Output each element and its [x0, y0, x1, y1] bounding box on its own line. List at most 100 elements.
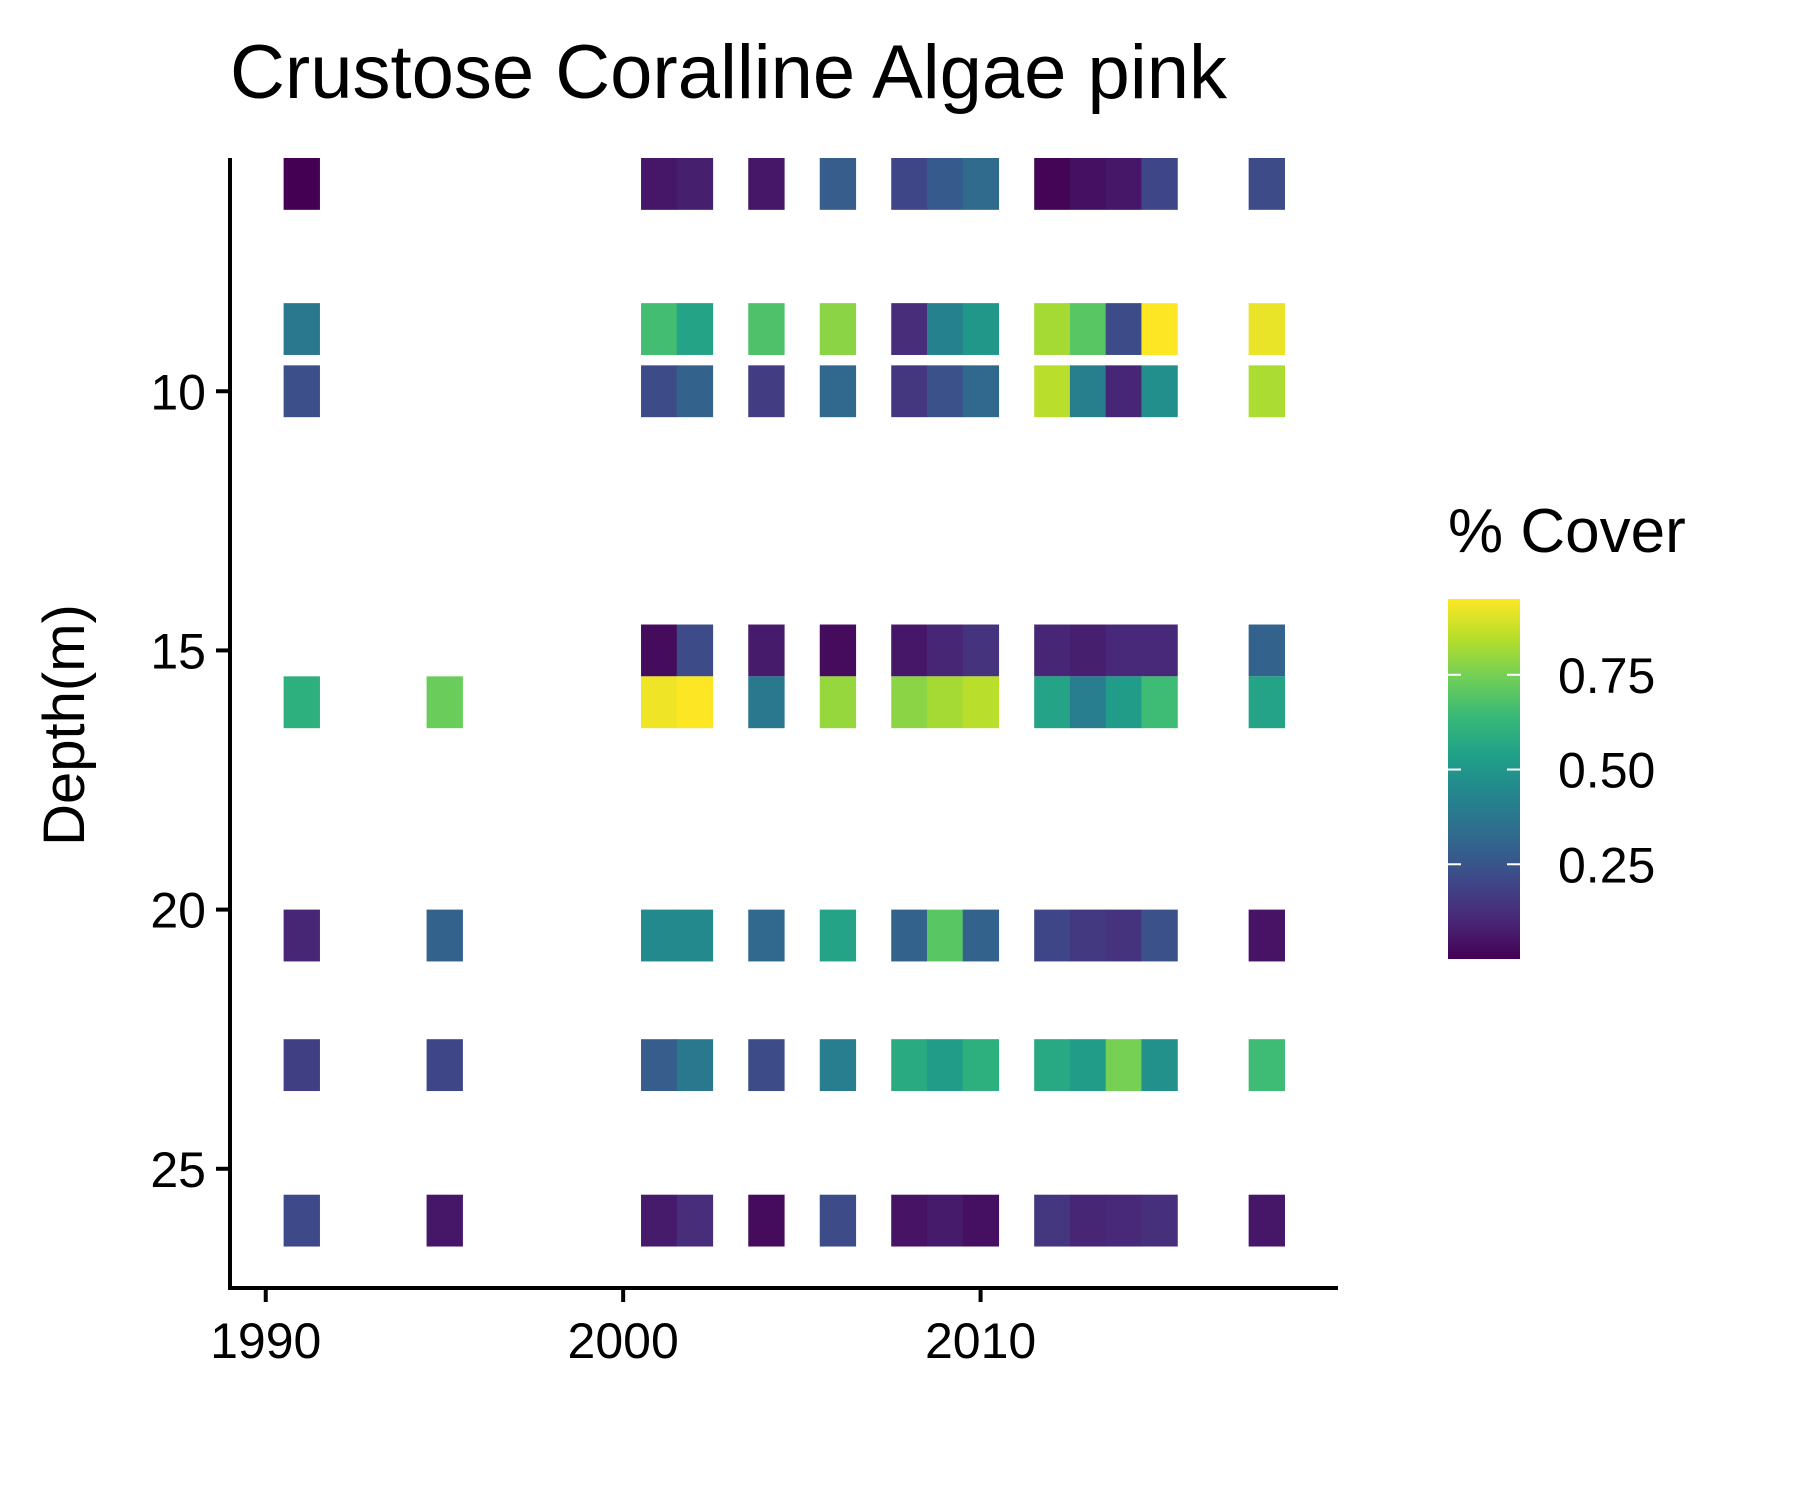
- heatmap-cell: [1034, 624, 1071, 677]
- heatmap-cell: [1069, 303, 1107, 355]
- color-legend: % Cover 0.25 0.50 0.75: [1448, 497, 1686, 959]
- heatmap-cell: [1034, 365, 1071, 418]
- heatmap-cell: [1141, 909, 1178, 962]
- legend-label: 0.50: [1558, 743, 1655, 799]
- heatmap-cell: [1248, 303, 1285, 355]
- heatmap-cell: [748, 158, 785, 210]
- heatmap-cell: [283, 909, 320, 962]
- heatmap-cell: [1141, 303, 1178, 355]
- legend-label: 0.75: [1558, 648, 1655, 704]
- heatmap-cell: [1248, 1194, 1285, 1247]
- heatmap-cell: [426, 1194, 463, 1247]
- x-tick-label: 2010: [925, 1313, 1036, 1369]
- heatmap-cell: [819, 624, 857, 677]
- heatmap-cell: [1034, 909, 1071, 962]
- heatmap-cell: [926, 1194, 964, 1247]
- heatmap-cell: [748, 624, 785, 677]
- heatmap-cell: [819, 676, 857, 729]
- heatmap-cells: [283, 158, 1285, 1247]
- heatmap-cell: [962, 624, 1000, 677]
- heatmap-cell: [1034, 303, 1071, 355]
- heatmap-cell: [676, 365, 714, 418]
- heatmap-cell: [283, 1194, 320, 1247]
- heatmap-cell: [641, 1194, 678, 1247]
- heatmap-cell: [1034, 1194, 1071, 1247]
- heatmap-cell: [1248, 909, 1285, 962]
- heatmap-cell: [1141, 1194, 1178, 1247]
- heatmap-cell: [1248, 676, 1285, 729]
- heatmap-cell: [1069, 158, 1107, 210]
- heatmap-cell: [1069, 365, 1107, 418]
- heatmap-cell: [1105, 676, 1143, 729]
- heatmap-cell: [1069, 1194, 1107, 1247]
- heatmap-cell: [891, 365, 928, 418]
- heatmap-cell: [1105, 365, 1143, 418]
- heatmap-cell: [283, 365, 320, 418]
- heatmap-cell: [926, 1039, 964, 1092]
- heatmap-cell: [1105, 303, 1143, 355]
- heatmap-cell: [962, 365, 1000, 418]
- heatmap-cell: [676, 909, 714, 962]
- heatmap-cell: [641, 676, 678, 729]
- heatmap-cell: [426, 676, 463, 729]
- heatmap-cell: [926, 158, 964, 210]
- heatmap-cell: [1069, 909, 1107, 962]
- heatmap-cell: [926, 909, 964, 962]
- heatmap-cell: [1069, 624, 1107, 677]
- heatmap-cell: [1034, 676, 1071, 729]
- heatmap-cell: [641, 909, 678, 962]
- x-tick-label: 1990: [210, 1313, 321, 1369]
- heatmap-cell: [1141, 1039, 1178, 1092]
- x-tick-label: 2000: [568, 1313, 679, 1369]
- heatmap-cell: [891, 158, 928, 210]
- heatmap-cell: [1248, 624, 1285, 677]
- heatmap-cell: [748, 303, 785, 355]
- y-axis-title: Depth(m): [32, 604, 97, 846]
- heatmap-cell: [748, 365, 785, 418]
- heatmap-cell: [748, 676, 785, 729]
- heatmap-cell: [641, 1039, 678, 1092]
- heatmap-cell: [748, 909, 785, 962]
- y-tick-label: 15: [150, 623, 206, 679]
- heatmap-cell: [962, 676, 1000, 729]
- heatmap-cell: [891, 303, 928, 355]
- heatmap-cell: [283, 1039, 320, 1092]
- y-tick-label: 20: [150, 883, 206, 939]
- heatmap-cell: [748, 1194, 785, 1247]
- heatmap-cell: [962, 1039, 1000, 1092]
- heatmap-cell: [1069, 1039, 1107, 1092]
- heatmap-cell: [426, 909, 463, 962]
- heatmap-cell: [891, 676, 928, 729]
- heatmap-cell: [1105, 158, 1143, 210]
- heatmap-cell: [676, 676, 714, 729]
- heatmap-cell: [1141, 676, 1178, 729]
- y-tick-label: 25: [150, 1142, 206, 1198]
- heatmap-cell: [676, 624, 714, 677]
- heatmap-cell: [676, 1039, 714, 1092]
- heatmap-cell: [1141, 365, 1178, 418]
- legend-colorbar: [1448, 599, 1520, 959]
- heatmap-cell: [641, 624, 678, 677]
- heatmap-cell: [962, 303, 1000, 355]
- heatmap-cell: [819, 1039, 857, 1092]
- heatmap-cell: [1105, 1194, 1143, 1247]
- heatmap-cell: [1141, 158, 1178, 210]
- heatmap-cell: [819, 303, 857, 355]
- heatmap-cell: [426, 1039, 463, 1092]
- heatmap-cell: [926, 303, 964, 355]
- heatmap-cell: [1034, 158, 1071, 210]
- heatmap-cell: [283, 303, 320, 355]
- legend-title: % Cover: [1448, 497, 1686, 566]
- legend-label: 0.25: [1558, 837, 1655, 893]
- heatmap-cell: [819, 365, 857, 418]
- heatmap-cell: [676, 303, 714, 355]
- heatmap-cell: [891, 1194, 928, 1247]
- heatmap-cell: [676, 1194, 714, 1247]
- heatmap-cell: [926, 365, 964, 418]
- heatmap-cell: [1141, 624, 1178, 677]
- heatmap-cell: [283, 676, 320, 729]
- heatmap-cell: [1248, 365, 1285, 418]
- heatmap-cell: [819, 1194, 857, 1247]
